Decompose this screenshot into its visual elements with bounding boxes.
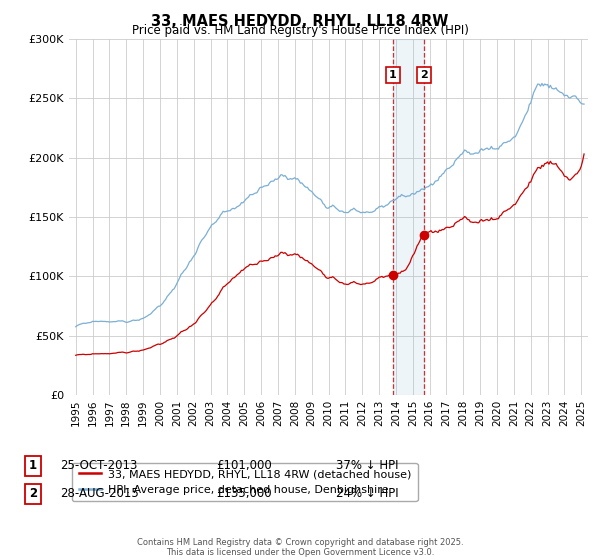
- Text: 25-OCT-2013: 25-OCT-2013: [60, 459, 137, 473]
- Text: 24% ↓ HPI: 24% ↓ HPI: [336, 487, 398, 501]
- Text: £135,000: £135,000: [216, 487, 272, 501]
- Text: 37% ↓ HPI: 37% ↓ HPI: [336, 459, 398, 473]
- Text: 1: 1: [29, 459, 37, 473]
- Legend: 33, MAES HEDYDD, RHYL, LL18 4RW (detached house), HPI: Average price, detached h: 33, MAES HEDYDD, RHYL, LL18 4RW (detache…: [72, 463, 418, 501]
- Text: Contains HM Land Registry data © Crown copyright and database right 2025.
This d: Contains HM Land Registry data © Crown c…: [137, 538, 463, 557]
- Bar: [393, 39, 424, 395]
- Text: Price paid vs. HM Land Registry's House Price Index (HPI): Price paid vs. HM Land Registry's House …: [131, 24, 469, 36]
- Text: 1: 1: [389, 70, 397, 80]
- Text: £101,000: £101,000: [216, 459, 272, 473]
- Text: 28-AUG-2015: 28-AUG-2015: [60, 487, 139, 501]
- Text: 2: 2: [29, 487, 37, 501]
- Text: 33, MAES HEDYDD, RHYL, LL18 4RW: 33, MAES HEDYDD, RHYL, LL18 4RW: [151, 14, 449, 29]
- Text: 2: 2: [420, 70, 428, 80]
